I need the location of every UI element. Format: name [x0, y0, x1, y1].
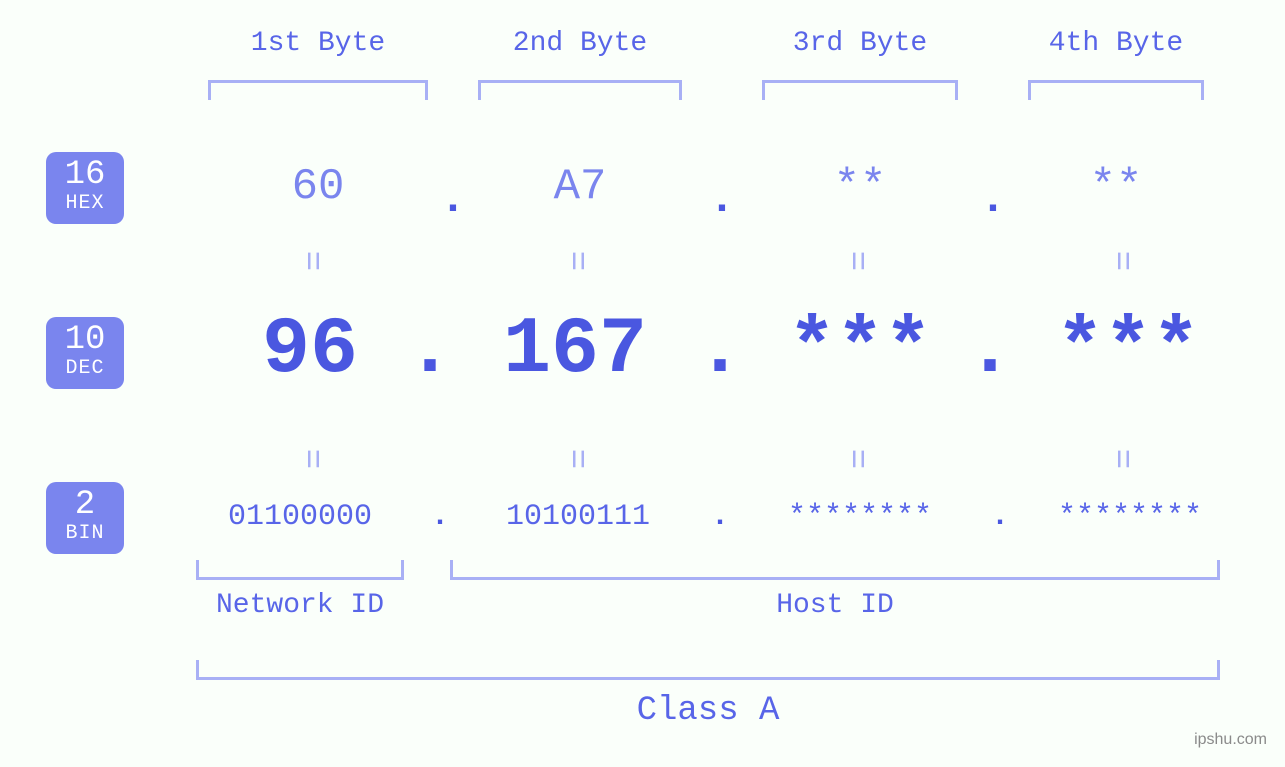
host-id-label: Host ID: [450, 590, 1220, 621]
ip-bytes-diagram: 1st Byte 2nd Byte 3rd Byte 4th Byte 16 H…: [0, 0, 1285, 767]
bin-byte-2: 10100111: [448, 500, 708, 534]
equals-1-4: =: [1101, 251, 1139, 271]
equals-1-1: =: [291, 251, 329, 271]
dec-badge-num: 10: [46, 323, 124, 357]
hex-dot-3: .: [958, 175, 1028, 225]
top-bracket-2: [478, 80, 682, 100]
bin-byte-1: 01100000: [170, 500, 430, 534]
watermark: ipshu.com: [1194, 731, 1267, 749]
hex-byte-1: 60: [208, 162, 428, 212]
class-label: Class A: [196, 692, 1220, 730]
host-id-bracket: [450, 560, 1220, 580]
equals-1-3: =: [836, 251, 874, 271]
bin-byte-4: ********: [1000, 500, 1260, 534]
equals-2-1: =: [291, 449, 329, 469]
bin-byte-3: ********: [730, 500, 990, 534]
hex-badge: 16 HEX: [46, 152, 124, 224]
network-id-label: Network ID: [196, 590, 404, 621]
class-bracket: [196, 660, 1220, 680]
hex-badge-label: HEX: [46, 192, 124, 216]
top-bracket-1: [208, 80, 428, 100]
byte-header-3: 3rd Byte: [762, 28, 958, 59]
hex-byte-3: **: [762, 162, 958, 212]
bin-badge-label: BIN: [46, 522, 124, 546]
network-id-bracket: [196, 560, 404, 580]
byte-header-2: 2nd Byte: [478, 28, 682, 59]
dec-badge: 10 DEC: [46, 317, 124, 389]
equals-1-2: =: [556, 251, 594, 271]
hex-dot-1: .: [428, 175, 478, 225]
hex-byte-2: A7: [478, 162, 682, 212]
equals-2-4: =: [1101, 449, 1139, 469]
hex-dot-2: .: [682, 175, 762, 225]
hex-byte-4: **: [1028, 162, 1204, 212]
byte-header-4: 4th Byte: [1028, 28, 1204, 59]
dec-badge-label: DEC: [46, 357, 124, 381]
hex-badge-num: 16: [46, 158, 124, 192]
top-bracket-3: [762, 80, 958, 100]
top-bracket-4: [1028, 80, 1204, 100]
byte-header-1: 1st Byte: [208, 28, 428, 59]
equals-2-3: =: [836, 449, 874, 469]
equals-2-2: =: [556, 449, 594, 469]
bin-badge: 2 BIN: [46, 482, 124, 554]
dec-byte-3: ***: [740, 305, 980, 396]
bin-badge-num: 2: [46, 488, 124, 522]
dec-byte-2: 167: [445, 305, 705, 396]
dec-byte-4: ***: [1008, 305, 1248, 396]
